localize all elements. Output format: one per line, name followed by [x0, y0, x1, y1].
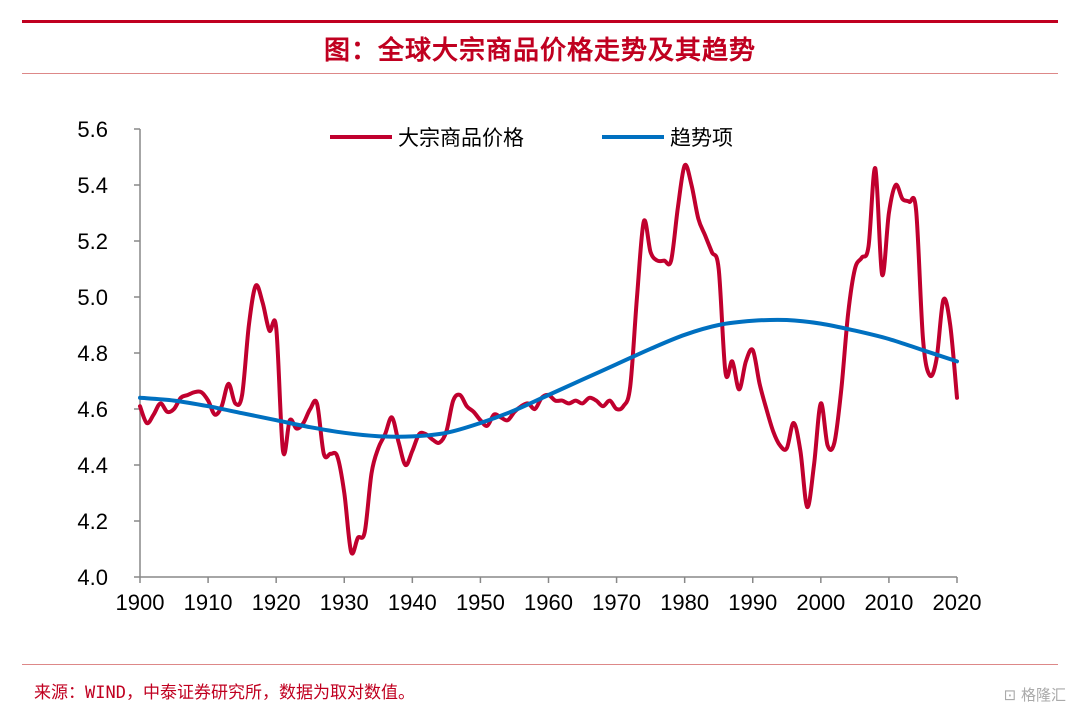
- y-tick-label: 4.8: [77, 341, 108, 366]
- top-rule: [22, 20, 1058, 23]
- y-tick-label: 5.4: [77, 173, 108, 198]
- y-tick-label: 5.6: [77, 117, 108, 142]
- x-tick-label: 1970: [592, 590, 641, 615]
- series-line-trend: [138, 317, 959, 439]
- x-tick-label: 1940: [388, 590, 437, 615]
- legend-label-trend: 趋势项: [670, 126, 733, 150]
- y-tick-label: 5.0: [77, 285, 108, 310]
- x-tick-label: 2020: [933, 590, 982, 615]
- x-tick-label: 2010: [864, 590, 913, 615]
- x-tick-label: 1910: [184, 590, 233, 615]
- x-tick-label: 1960: [524, 590, 573, 615]
- source-note: 来源：WIND，中泰证券研究所，数据为取对数值。: [34, 683, 415, 703]
- footer-rule: [22, 664, 1058, 665]
- y-tick-label: 5.2: [77, 229, 108, 254]
- x-tick-label: 1930: [320, 590, 369, 615]
- chart-title: 图：全球大宗商品价格走势及其趋势: [323, 36, 756, 66]
- x-tick-label: 2000: [796, 590, 845, 615]
- y-tick-label: 4.2: [77, 509, 108, 534]
- watermark-logo: ⊡ 格隆汇: [1003, 686, 1066, 704]
- title-rule: [22, 73, 1058, 74]
- x-tick-label: 1990: [728, 590, 777, 615]
- y-tick-label: 4.6: [77, 397, 108, 422]
- x-tick-label: 1920: [252, 590, 301, 615]
- y-tick-label: 4.4: [77, 453, 108, 478]
- x-tick-label: 1950: [456, 590, 505, 615]
- x-tick-label: 1900: [116, 590, 165, 615]
- legend-label-price: 大宗商品价格: [398, 126, 524, 150]
- y-tick-label: 4.0: [77, 565, 108, 590]
- x-tick-label: 1980: [660, 590, 709, 615]
- series-line-price: [138, 162, 959, 556]
